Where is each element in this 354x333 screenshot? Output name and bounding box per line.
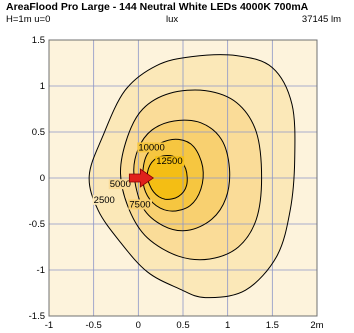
x-tick-label: 0: [136, 320, 141, 331]
y-tick-label: -1.5: [29, 311, 45, 322]
x-tick-label: -0.5: [85, 320, 101, 331]
plot-frame: [48, 39, 318, 317]
contour-label-5000: 5000: [110, 179, 131, 190]
x-tick-label: 1: [225, 320, 230, 331]
luminaire-arrow: [128, 168, 155, 188]
x-tick-label: 0.5: [176, 320, 189, 331]
y-tick-label: 1.5: [32, 35, 45, 46]
y-tick-label: 0: [40, 173, 45, 184]
mounting-height-label: H=1m u=0: [6, 14, 51, 25]
chart-title: AreaFlood Pro Large - 144 Neutral White …: [6, 1, 309, 13]
contour-line-7500: [133, 119, 231, 232]
contour-label-bg: [137, 142, 167, 153]
x-tick-label: 1.5: [266, 320, 279, 331]
contour-label-7500: 7500: [129, 199, 150, 210]
contour-label-bg: [108, 179, 133, 190]
contour-label-2500: 2500: [94, 195, 115, 206]
y-tick-label: 1: [40, 81, 45, 92]
contour-line-5000: [119, 89, 263, 261]
lumen-output-label: 37145 lm: [301, 14, 341, 25]
x-tick-label: -1: [45, 320, 53, 331]
contour-label-bg: [128, 199, 152, 210]
contour-label-12500: 12500: [156, 156, 182, 167]
y-tick-label: 0.5: [32, 127, 45, 138]
contour-label-10000: 10000: [138, 142, 164, 153]
y-tick-label: -0.5: [29, 219, 45, 230]
contour-line-2500: [88, 54, 296, 299]
y-tick-label: -1: [37, 265, 45, 276]
unit-label: lux: [166, 14, 179, 25]
contour-label-bg: [155, 156, 185, 167]
x-tick-label: 2m: [310, 320, 323, 331]
contour-fill-12500: [147, 155, 188, 200]
contour-label-bg: [92, 194, 117, 205]
